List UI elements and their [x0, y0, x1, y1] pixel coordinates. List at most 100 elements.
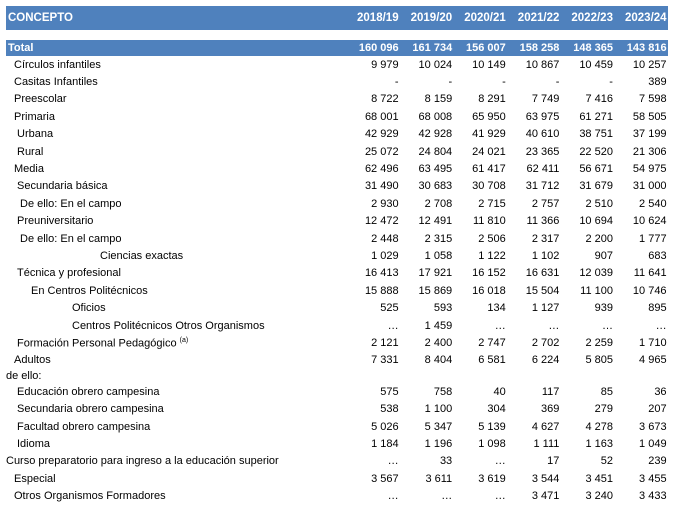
row-label: De ello: En el campo — [6, 233, 346, 245]
table-cell: 23 365 — [525, 145, 560, 158]
table-cell: 3 567 — [371, 472, 399, 485]
table-row: De ello: En el campo 2 448 2 315 2 506 2 317… — [6, 230, 668, 247]
table-cell: 389 — [648, 76, 667, 89]
year-header: 2018/19 — [357, 12, 399, 24]
table-cell: 1 100 — [424, 403, 453, 416]
table-row: Ciencias exactas 1 029 1 058 1 122 1 102 907 6… — [6, 247, 668, 264]
total-cell: 158 258 — [519, 42, 560, 54]
table-cell: 5 139 — [478, 420, 506, 433]
year-header: 2023/24 — [624, 12, 667, 24]
row-label: Técnica y profesional — [6, 267, 346, 279]
table-row: Centros Politécnicos Otros Organismos … 1 … — [6, 317, 668, 334]
total-cell: 148 365 — [573, 42, 613, 54]
table-cell: 15 869 — [418, 284, 453, 297]
table-header: CONCEPTO 2018/19 2019/20 2020/21 2021/22… — [6, 6, 668, 30]
table-cell: 40 — [493, 385, 506, 398]
table-cell: 207 — [648, 403, 667, 416]
table-cell: 6 581 — [478, 354, 506, 367]
table-cell: 4 627 — [531, 420, 560, 433]
table-row: Adultos 7 331 8 404 6 581 6 224 5 805 4 965 — [6, 352, 668, 369]
row-label-text: Adultos — [14, 354, 51, 367]
table-cell: 593 — [433, 302, 453, 315]
table-cell: - — [609, 76, 613, 89]
table-cell: 68 008 — [418, 110, 453, 123]
table-cell: … — [387, 455, 399, 468]
table-cell: 538 — [380, 403, 399, 416]
table-row: Oficios 525 593 134 1 127 939 895 — [6, 299, 668, 316]
table-cell: 10 459 — [579, 58, 613, 71]
row-label-text: Casitas Infantiles — [14, 76, 98, 89]
table-cell: 5 347 — [424, 420, 453, 433]
table-cell: 8 404 — [424, 354, 453, 367]
table-cell: 31 712 — [525, 180, 560, 193]
table-cell: 16 152 — [472, 267, 506, 280]
row-label-text: Educación obrero campesina — [17, 385, 160, 398]
row-label-text: Rural — [17, 145, 44, 158]
row-label-text: Otros Organismos Formadores — [14, 490, 166, 503]
row-label: Educación obrero campesina — [6, 386, 346, 398]
table-cell: 40 610 — [525, 128, 560, 141]
table-cell: 65 950 — [472, 110, 506, 123]
table-cell: 54 975 — [632, 163, 667, 176]
row-label-text: Idioma — [17, 437, 51, 450]
table-cell: 3 611 — [425, 472, 453, 485]
table-cell: 3 544 — [531, 472, 560, 485]
table-cell: 907 — [594, 249, 613, 262]
table-cell: 42 928 — [418, 128, 453, 141]
table-cell: 525 — [380, 302, 399, 315]
table-cell: 3 455 — [639, 472, 667, 485]
row-label: En Centros Politécnicos — [6, 285, 346, 297]
table-cell: 31 000 — [632, 180, 667, 193]
table-cell: 63 975 — [525, 110, 560, 123]
table-row: Especial 3 567 3 611 3 619 3 544 3 451 3 455 — [6, 470, 668, 487]
table-row: De ello: En el campo 2 930 2 708 2 715 2 757… — [6, 195, 668, 212]
table-cell: 58 505 — [632, 110, 667, 123]
table-cell: 17 — [547, 455, 560, 468]
table-cell: 25 072 — [364, 145, 399, 158]
table-cell: 3 673 — [639, 420, 667, 433]
row-label: Especial — [6, 473, 346, 485]
table-cell: … — [494, 490, 506, 503]
table-cell: 2 200 — [585, 232, 613, 245]
table-cell: - — [394, 76, 399, 89]
table-cell: 11 810 — [472, 215, 506, 228]
row-label: Secundaria obrero campesina — [6, 403, 346, 415]
table-cell: 6 224 — [531, 354, 560, 367]
row-label-text: Formación Personal Pedagógico — [17, 337, 177, 350]
table-cell: … — [494, 455, 506, 468]
table-cell: 4 278 — [585, 420, 613, 433]
table-row: de ello: — [6, 369, 668, 383]
year-header: 2020/21 — [464, 12, 506, 24]
row-label-text: Primaria — [14, 110, 55, 123]
table-cell: 117 — [541, 385, 560, 398]
table-cell: 56 671 — [579, 163, 613, 176]
table-cell: 21 306 — [632, 145, 667, 158]
table-cell: 2 448 — [371, 232, 399, 245]
table-cell: 5 026 — [371, 420, 399, 433]
table-cell: 24 021 — [472, 145, 506, 158]
table-row: Urbana 42 929 42 928 41 929 40 610 38 751 37 1… — [6, 126, 668, 143]
table-row: Preuniversitario 12 472 12 491 11 810 11 366… — [6, 213, 668, 230]
table-row: Preescolar 8 722 8 159 8 291 7 749 7 416 7 598 — [6, 91, 668, 108]
table-row: Casitas Infantiles - - - - - 389 — [6, 73, 668, 90]
total-cell: 143 816 — [626, 42, 667, 54]
table-cell: 3 471 — [531, 490, 560, 503]
year-header: 2019/20 — [410, 12, 453, 24]
table-cell: 8 722 — [371, 93, 399, 106]
table-cell: 2 259 — [585, 336, 613, 349]
table-cell: 12 039 — [579, 267, 613, 280]
table-cell: 3 240 — [585, 490, 613, 503]
table-cell: 575 — [380, 385, 399, 398]
table-cell: 239 — [648, 455, 667, 468]
row-label-text: Secundaria básica — [17, 180, 108, 193]
row-label: Ciencias exactas — [6, 250, 346, 262]
row-label: Media — [6, 163, 346, 175]
table-cell: 63 495 — [418, 163, 453, 176]
table-cell: 17 921 — [418, 267, 453, 280]
table-cell: 16 631 — [525, 267, 560, 280]
table-cell: 12 472 — [364, 215, 399, 228]
table-cell: 1 163 — [585, 437, 613, 450]
row-label-text: De ello: En el campo — [20, 197, 122, 210]
table-cell: 1 196 — [424, 437, 453, 450]
table-cell: 1 459 — [424, 319, 453, 332]
